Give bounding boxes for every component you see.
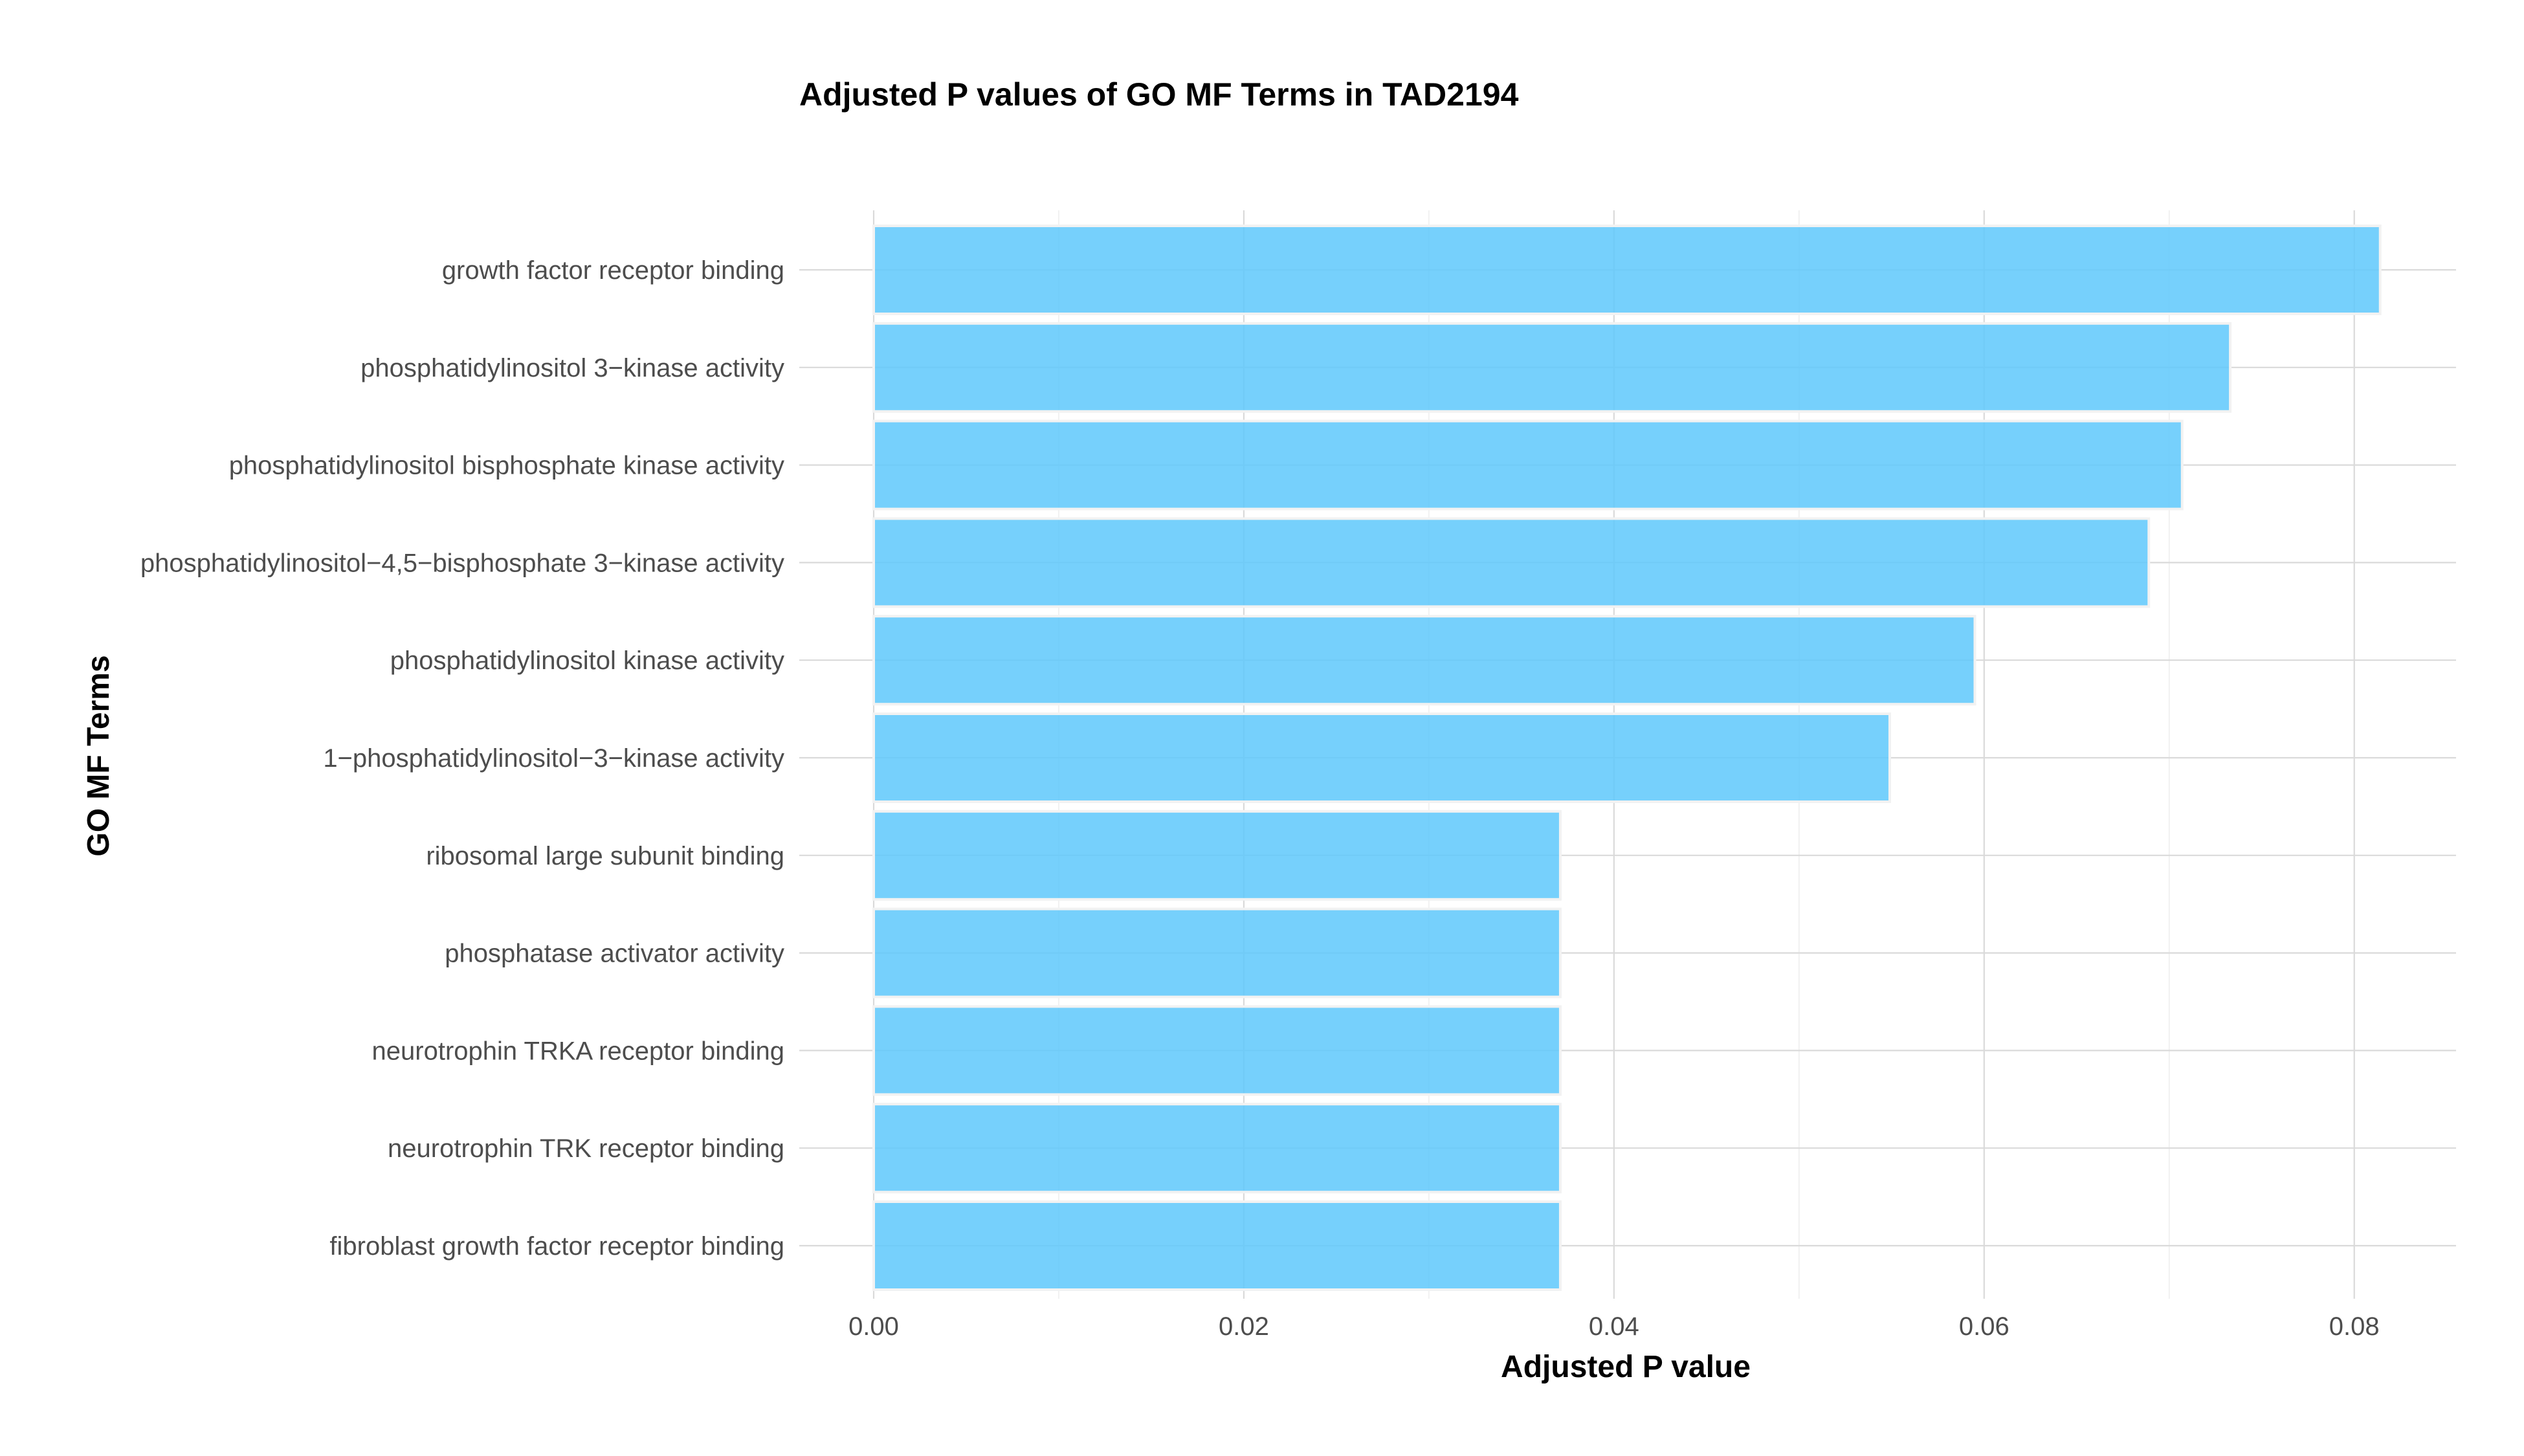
- bar: [872, 1103, 1562, 1194]
- category-label: phosphatidylinositol 3−kinase activity: [360, 354, 784, 382]
- bar: [872, 1200, 1562, 1291]
- category-label: 1−phosphatidylinositol−3−kinase activity: [323, 744, 784, 773]
- bar: [872, 615, 1976, 706]
- category-label: phosphatidylinositol kinase activity: [390, 646, 784, 675]
- category-label: ribosomal large subunit binding: [426, 842, 784, 870]
- category-label: phosphatidylinositol bisphosphate kinase…: [229, 452, 784, 480]
- bar: [872, 1005, 1562, 1096]
- category-labels: growth factor receptor binding phosphatid…: [140, 256, 784, 1261]
- category-label: neurotrophin TRK receptor binding: [388, 1134, 784, 1163]
- x-tick-label: 0.06: [1959, 1312, 2009, 1341]
- category-label: fibroblast growth factor receptor bindin…: [329, 1232, 784, 1261]
- category-label: phosphatidylinositol−4,5−bisphosphate 3−…: [140, 549, 784, 577]
- x-tick-label: 0.00: [848, 1312, 899, 1341]
- bar: [872, 907, 1562, 998]
- x-axis-title: Adjusted P value: [1501, 1350, 1751, 1384]
- chart-title: Adjusted P values of GO MF Terms in TAD2…: [799, 76, 1519, 113]
- bar: [872, 225, 2382, 315]
- x-tick-label: 0.02: [1219, 1312, 1269, 1341]
- category-label: neurotrophin TRKA receptor binding: [372, 1037, 784, 1065]
- y-axis-title: GO MF Terms: [82, 655, 116, 856]
- bars: [872, 225, 2382, 1291]
- bar: [872, 517, 2151, 608]
- x-tick-labels: 0.00 0.02 0.04 0.06 0.08: [848, 1312, 2380, 1341]
- category-label: phosphatase activator activity: [445, 940, 784, 968]
- bar: [872, 419, 2184, 511]
- bar: [872, 810, 1562, 901]
- bar: [872, 712, 1891, 803]
- category-label: growth factor receptor binding: [442, 256, 784, 285]
- x-tick-label: 0.04: [1589, 1312, 1639, 1341]
- x-tick-label: 0.08: [2329, 1312, 2380, 1341]
- bar: [872, 322, 2232, 413]
